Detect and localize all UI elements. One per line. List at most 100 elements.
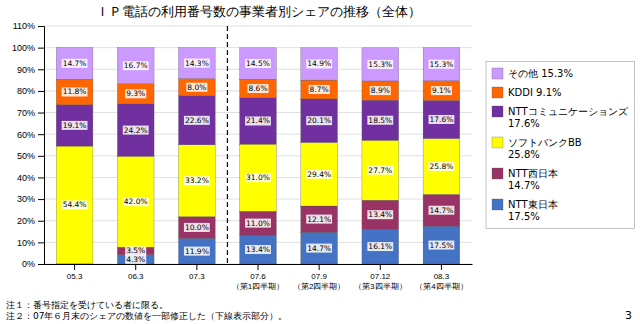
data-label: 19.1% xyxy=(63,121,87,130)
bar xyxy=(179,145,216,217)
label-background xyxy=(184,223,210,232)
label-background xyxy=(123,126,149,135)
bar xyxy=(362,200,399,229)
tick-label: 50% xyxy=(17,151,35,161)
legend-item: ソフトバンクBB25.8% xyxy=(492,137,582,160)
label-background xyxy=(306,244,332,253)
legend-label: NTTコミュニケーションズ17.6% xyxy=(508,106,629,129)
legend-swatch xyxy=(492,106,503,117)
bar xyxy=(117,156,154,247)
label-background xyxy=(245,219,271,228)
tick-mark xyxy=(38,199,44,200)
series xyxy=(56,96,460,156)
data-label: 15.3% xyxy=(368,60,392,69)
label-background xyxy=(184,59,210,68)
tick-label: 80% xyxy=(17,86,35,96)
tick: 80% xyxy=(17,86,44,96)
data-label: 11.9% xyxy=(185,247,209,256)
data-label: 14.9% xyxy=(307,59,331,68)
legend-label: ソフトバンクBB25.8% xyxy=(508,137,582,160)
tick: 100% xyxy=(12,43,44,53)
label-background xyxy=(245,116,271,125)
tick-mark xyxy=(38,134,44,135)
tick-mark xyxy=(38,264,44,265)
label-background xyxy=(367,60,393,69)
data-label: 21.4% xyxy=(246,116,270,125)
data-label: 14.3% xyxy=(185,59,209,68)
data-label: 8.7% xyxy=(310,85,329,94)
label-background xyxy=(309,85,330,94)
bar xyxy=(117,104,154,156)
data-label: 13.4% xyxy=(368,210,392,219)
label-background xyxy=(306,116,332,125)
bar xyxy=(301,48,338,80)
series xyxy=(56,79,460,105)
data-label: 13.4% xyxy=(246,245,270,254)
legend-swatch xyxy=(492,168,503,179)
label-background xyxy=(245,245,271,254)
y-axis: 0%10%20%30%40%50%60%70%80%90%100%110% xyxy=(12,21,45,269)
data-label: 16.1% xyxy=(368,242,392,251)
tick-label: 70% xyxy=(17,108,35,118)
legend-label: NTT東日本17.5% xyxy=(508,199,558,222)
bars xyxy=(56,47,460,264)
legend-label: KDDI 9.1% xyxy=(508,87,562,98)
label-background xyxy=(62,59,88,68)
label-background xyxy=(247,84,268,93)
x-axis: 05.306.307.307.6（第1四半期）07.9（第2四半期）07.12（… xyxy=(45,264,473,291)
tick-mark xyxy=(38,156,44,157)
bar xyxy=(423,81,460,101)
legend: その他 15.3% KDDI 9.1% NTTコミュニケーションズ17.6% ソフトバ… xyxy=(486,62,635,229)
legend-item: NTT西日本14.7% xyxy=(492,168,558,191)
bar xyxy=(117,247,154,255)
label-background xyxy=(62,121,88,130)
label-background xyxy=(184,176,210,185)
label-background xyxy=(245,59,271,68)
bar xyxy=(423,194,460,226)
tick-label: 20% xyxy=(17,216,35,226)
bar xyxy=(56,105,93,146)
label-background xyxy=(367,210,393,219)
data-label: 14.7% xyxy=(63,59,87,68)
tick: 10% xyxy=(17,238,44,248)
data-label: 25.8% xyxy=(430,162,454,171)
data-label: 9.3% xyxy=(126,89,145,98)
tick: 07.3 xyxy=(189,264,205,281)
tick: 70% xyxy=(17,108,44,118)
bar xyxy=(423,139,460,195)
data-label: 4.3% xyxy=(126,255,145,264)
label-background xyxy=(184,247,210,256)
data-label: 8.6% xyxy=(248,84,267,93)
bar xyxy=(301,206,338,232)
data-label: 54.4% xyxy=(63,200,87,209)
bar xyxy=(240,98,277,144)
tick-mark xyxy=(380,264,381,270)
tick-mark xyxy=(38,177,44,178)
label-background xyxy=(367,116,393,125)
data-label: 24.2% xyxy=(124,126,148,135)
label-background xyxy=(306,170,332,179)
bar xyxy=(301,99,338,142)
tick-mark xyxy=(319,264,320,270)
legend-item: NTTコミュニケーションズ17.6% xyxy=(492,106,629,129)
data-label: 14.7% xyxy=(307,244,331,253)
tick-mark xyxy=(196,264,197,270)
bar xyxy=(240,144,277,211)
data-label: 14.7% xyxy=(430,206,454,215)
tick-label: 07.9（第2四半期） xyxy=(293,272,345,291)
tick: 08.3（第4四半期） xyxy=(415,264,467,291)
data-label: 11.8% xyxy=(63,87,87,96)
label-background xyxy=(306,215,332,224)
tick-mark xyxy=(38,48,44,49)
grid xyxy=(44,26,472,264)
bar xyxy=(56,79,93,105)
note: 注１：番号指定を受けている者に限る。 xyxy=(6,300,168,310)
tick: 40% xyxy=(17,173,44,183)
data-label: 14.5% xyxy=(246,59,270,68)
bar xyxy=(179,48,216,79)
tick-mark xyxy=(38,242,44,243)
tick-mark xyxy=(38,26,44,27)
bar xyxy=(362,229,399,264)
legend-item: その他 15.3% xyxy=(492,68,573,80)
data-label: 29.4% xyxy=(307,170,331,179)
